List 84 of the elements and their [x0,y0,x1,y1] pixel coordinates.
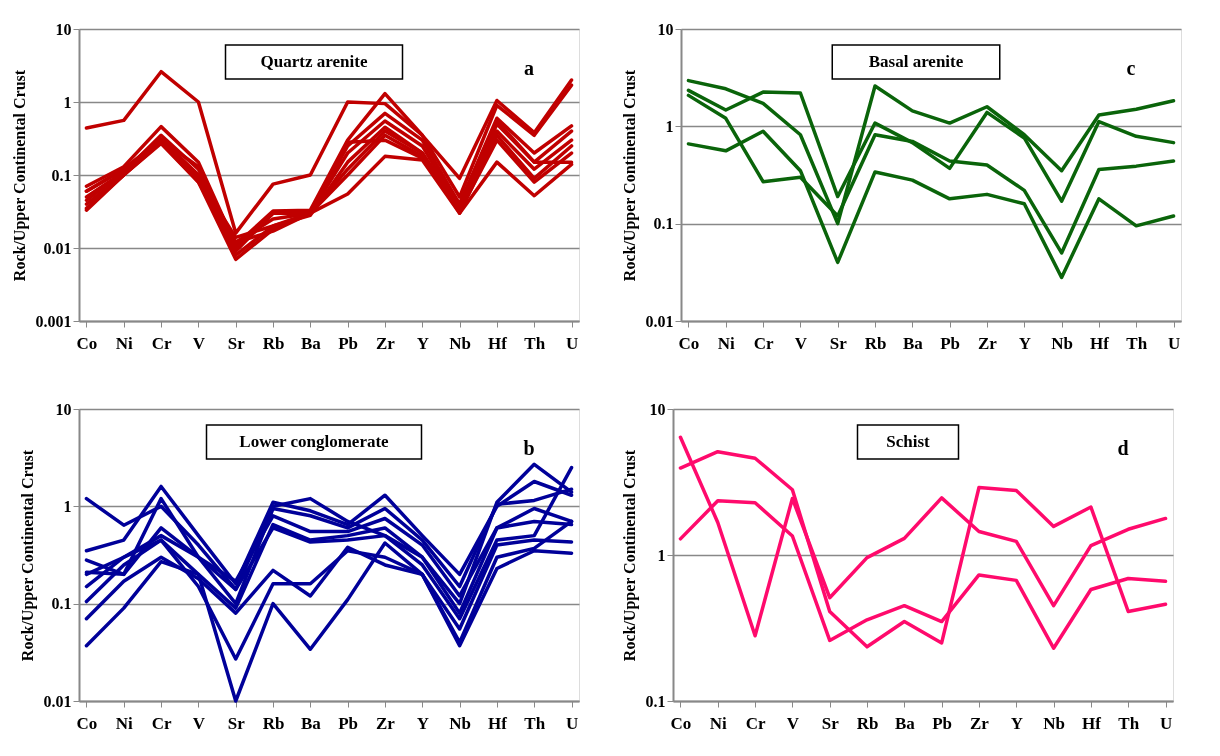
x-tick-label: Ba [902,333,924,353]
x-tick-label: Zr [376,333,396,353]
y-tick-label: 0.1 [51,166,72,184]
x-tick-label: V [786,713,800,733]
text: Basal arenite [868,52,964,71]
x-tick-label: Co [670,713,692,733]
y-axis-title: Rock/Upper Continental Crust [620,69,639,282]
x-tick-label: U [1159,713,1173,733]
y-tick-label: 10 [657,20,674,38]
x-tick-label: Nb [449,333,471,353]
y-tick-label: 0.1 [653,215,674,233]
text: Schist [886,432,931,451]
y-tick-label: 0.01 [43,692,72,710]
x-tick-label: V [794,333,808,353]
x-tick-label: Pb [932,713,953,733]
x-tick-label: Zr [376,713,396,733]
y-axis-title: Rock/Upper Continental Crust [10,69,29,282]
y-tick-label: 10 [55,400,72,418]
annotation: b [523,437,535,459]
x-tick-label: Ba [894,713,916,733]
y-tick-label: 1 [63,93,72,111]
x-tick-label: Y [1010,713,1023,733]
x-tick-label: Sr [821,713,840,733]
text: Quartz arenite [260,52,368,71]
x-tick-label: Th [524,333,546,353]
x-tick-label: Y [1018,333,1031,353]
x-tick-label: Zr [978,333,998,353]
y-tick-label: 0.01 [645,312,674,330]
x-tick-label: Cr [745,713,766,733]
annotation: a [524,57,534,79]
x-tick-label: Pb [338,713,359,733]
x-tick-label: Ba [300,713,322,733]
x-tick-label: Co [76,713,98,733]
x-tick-label: Pb [338,333,359,353]
x-tick-label: Ni [717,333,736,353]
x-tick-label: Y [416,713,429,733]
y-axis-title: Rock/Upper Continental Crust [620,449,639,662]
annotation: c [1126,57,1136,79]
y-tick-label: 1 [63,497,72,515]
x-tick-label: U [565,713,579,733]
x-tick-label: Hf [1089,333,1110,353]
x-tick-label: Cr [151,713,172,733]
y-tick-label: 1 [665,117,674,135]
y-axis-title: Rock/Upper Continental Crust [18,449,37,662]
x-tick-label: Rb [262,333,285,353]
x-tick-label: Hf [1081,713,1102,733]
x-tick-label: Th [524,713,546,733]
x-tick-label: Ni [115,333,134,353]
y-tick-label: 0.1 [51,595,72,613]
x-tick-label: Cr [151,333,172,353]
y-tick-label: 0.001 [35,312,72,330]
text: Lower conglomerate [239,432,390,451]
x-tick-label: Zr [970,713,990,733]
y-tick-label: 0.1 [645,692,666,710]
y-tick-label: 0.01 [43,239,72,257]
x-tick-label: Co [678,333,700,353]
annotation: d [1117,437,1129,459]
y-tick-label: 10 [649,400,666,418]
x-tick-label: Hf [487,713,508,733]
x-tick-label: Hf [487,333,508,353]
x-tick-label: Sr [829,333,848,353]
x-tick-label: Ni [115,713,134,733]
x-tick-label: Cr [753,333,774,353]
x-tick-label: U [1167,333,1181,353]
y-tick-label: 10 [55,20,72,38]
x-tick-label: U [565,333,579,353]
x-tick-label: Rb [864,333,887,353]
x-tick-label: Y [416,333,429,353]
x-tick-label: Sr [227,333,246,353]
x-tick-label: Th [1118,713,1140,733]
x-tick-label: Rb [856,713,879,733]
x-tick-label: Nb [449,713,471,733]
x-tick-label: Rb [262,713,285,733]
y-tick-label: 1 [657,546,666,564]
x-tick-label: V [192,333,206,353]
x-tick-label: Co [76,333,98,353]
x-tick-label: Ni [709,713,728,733]
x-tick-label: Sr [227,713,246,733]
x-tick-label: Nb [1051,333,1073,353]
x-tick-label: Pb [940,333,961,353]
x-tick-label: Ba [300,333,322,353]
x-tick-label: Th [1126,333,1148,353]
x-tick-label: V [192,713,206,733]
x-tick-label: Nb [1043,713,1065,733]
